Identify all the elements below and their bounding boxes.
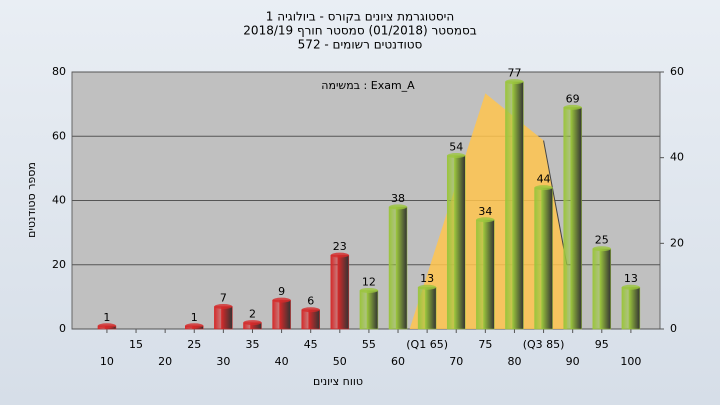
x-tick-label: 35: [245, 338, 259, 351]
bar-value-label: 23: [333, 240, 347, 253]
x-tick-label: 50: [333, 355, 347, 368]
bar-top: [476, 217, 495, 223]
chart-title: היסטוגרמת ציונים בקורס - ביולוגיה 1: [266, 10, 454, 24]
bar-value-label: 77: [507, 67, 521, 80]
x-tick-label: 90: [566, 355, 580, 368]
bar-top: [447, 153, 466, 159]
bar-top: [330, 252, 349, 258]
bar-value-label: 25: [595, 234, 609, 247]
bar-value-label: 1: [103, 311, 110, 324]
y-tick-label: 20: [52, 258, 66, 271]
x-tick-label: (Q1 65): [406, 338, 448, 351]
bar-top: [97, 323, 116, 329]
y-tick-label: 0: [59, 322, 66, 335]
bar-top: [563, 104, 582, 110]
bar: [301, 309, 320, 330]
bar-top: [272, 297, 291, 303]
bar-top: [418, 284, 437, 290]
bar-top: [592, 246, 611, 252]
y-axis-label: מספר סטודנטים: [25, 162, 38, 238]
bar: [592, 248, 612, 330]
bar-top: [214, 304, 233, 310]
bar-top: [359, 287, 378, 293]
x-axis-label: טווח ציונים: [313, 375, 363, 388]
bar: [388, 206, 408, 330]
bar: [505, 81, 524, 330]
x-tick-label: 15: [129, 338, 143, 351]
bar-value-label: 34: [478, 205, 492, 218]
bar-top: [621, 284, 640, 290]
bar-value-label: 1: [191, 311, 198, 324]
bar: [446, 155, 466, 330]
x-tick-label: 45: [304, 338, 318, 351]
x-tick-label: 95: [595, 338, 609, 351]
bar-top: [389, 204, 408, 210]
y2-tick-label: 20: [670, 236, 684, 249]
bar-value-label: 6: [307, 295, 314, 308]
annotation: במשימה : Exam_A: [321, 79, 415, 92]
bar-value-label: 38: [391, 192, 405, 205]
bar-value-label: 13: [420, 272, 434, 285]
x-tick-label: 25: [187, 338, 201, 351]
x-tick-label: 100: [620, 355, 641, 368]
bar-value-label: 7: [220, 292, 227, 305]
bar: [534, 187, 553, 330]
x-tick-label: 55: [362, 338, 376, 351]
x-tick-label: 20: [158, 355, 172, 368]
y-tick-label: 80: [52, 65, 66, 78]
x-tick-label: 80: [507, 355, 521, 368]
x-tick-label: 75: [478, 338, 492, 351]
chart-title: סטודנטים רשומים - 572: [298, 38, 423, 52]
x-tick-label: 60: [391, 355, 405, 368]
bar: [621, 286, 641, 330]
bar: [359, 290, 379, 330]
bar: [272, 299, 291, 330]
bar-value-label: 69: [566, 92, 580, 105]
bar: [476, 219, 495, 330]
bar: [330, 254, 350, 330]
bar-top: [534, 185, 553, 191]
distribution-line: [543, 140, 568, 265]
x-tick-label: 30: [216, 355, 230, 368]
x-tick-label: 10: [100, 355, 114, 368]
y2-tick-label: 0: [670, 322, 677, 335]
bar-value-label: 9: [278, 285, 285, 298]
bar-value-label: 54: [449, 141, 463, 154]
y-tick-label: 60: [52, 129, 66, 142]
bar-top: [301, 307, 320, 313]
y-tick-label: 40: [52, 194, 66, 207]
bar: [563, 107, 582, 330]
bar-value-label: 13: [624, 272, 638, 285]
y2-tick-label: 60: [670, 65, 684, 78]
chart-title: בסמסטר (01/2018) סמסטר חורף 2018/19: [243, 24, 476, 38]
bar-value-label: 44: [537, 173, 551, 186]
bar: [417, 286, 437, 330]
bar-top: [505, 79, 524, 85]
bar-value-label: 12: [362, 275, 376, 288]
x-tick-label: 40: [275, 355, 289, 368]
bar-top: [185, 323, 204, 329]
bar-value-label: 2: [249, 308, 256, 321]
y2-tick-label: 40: [670, 151, 684, 164]
x-tick-label: (Q3 85): [523, 338, 565, 351]
x-tick-label: 70: [449, 355, 463, 368]
bar-top: [243, 320, 262, 326]
bar: [214, 306, 233, 330]
